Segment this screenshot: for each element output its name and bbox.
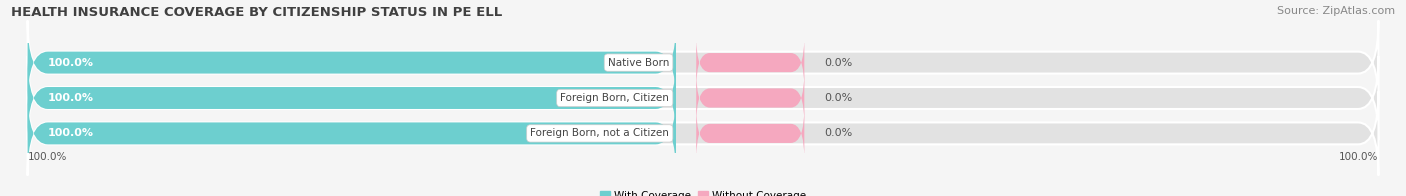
Text: 0.0%: 0.0% <box>824 93 853 103</box>
FancyBboxPatch shape <box>28 91 1378 176</box>
Legend: With Coverage, Without Coverage: With Coverage, Without Coverage <box>596 186 810 196</box>
FancyBboxPatch shape <box>28 20 676 105</box>
Text: 100.0%: 100.0% <box>48 93 94 103</box>
FancyBboxPatch shape <box>28 91 676 176</box>
FancyBboxPatch shape <box>28 20 1378 105</box>
Text: 0.0%: 0.0% <box>824 128 853 138</box>
Text: Foreign Born, not a Citizen: Foreign Born, not a Citizen <box>530 128 669 138</box>
FancyBboxPatch shape <box>696 37 804 88</box>
Text: Foreign Born, Citizen: Foreign Born, Citizen <box>561 93 669 103</box>
Text: 100.0%: 100.0% <box>48 58 94 68</box>
Text: HEALTH INSURANCE COVERAGE BY CITIZENSHIP STATUS IN PE ELL: HEALTH INSURANCE COVERAGE BY CITIZENSHIP… <box>11 6 502 19</box>
FancyBboxPatch shape <box>696 108 804 159</box>
FancyBboxPatch shape <box>28 56 676 140</box>
Text: 100.0%: 100.0% <box>48 128 94 138</box>
FancyBboxPatch shape <box>28 56 1378 140</box>
Text: 100.0%: 100.0% <box>1339 152 1378 162</box>
Text: 0.0%: 0.0% <box>824 58 853 68</box>
FancyBboxPatch shape <box>696 72 804 124</box>
Text: 100.0%: 100.0% <box>28 152 67 162</box>
Text: Source: ZipAtlas.com: Source: ZipAtlas.com <box>1277 6 1395 16</box>
Text: Native Born: Native Born <box>607 58 669 68</box>
